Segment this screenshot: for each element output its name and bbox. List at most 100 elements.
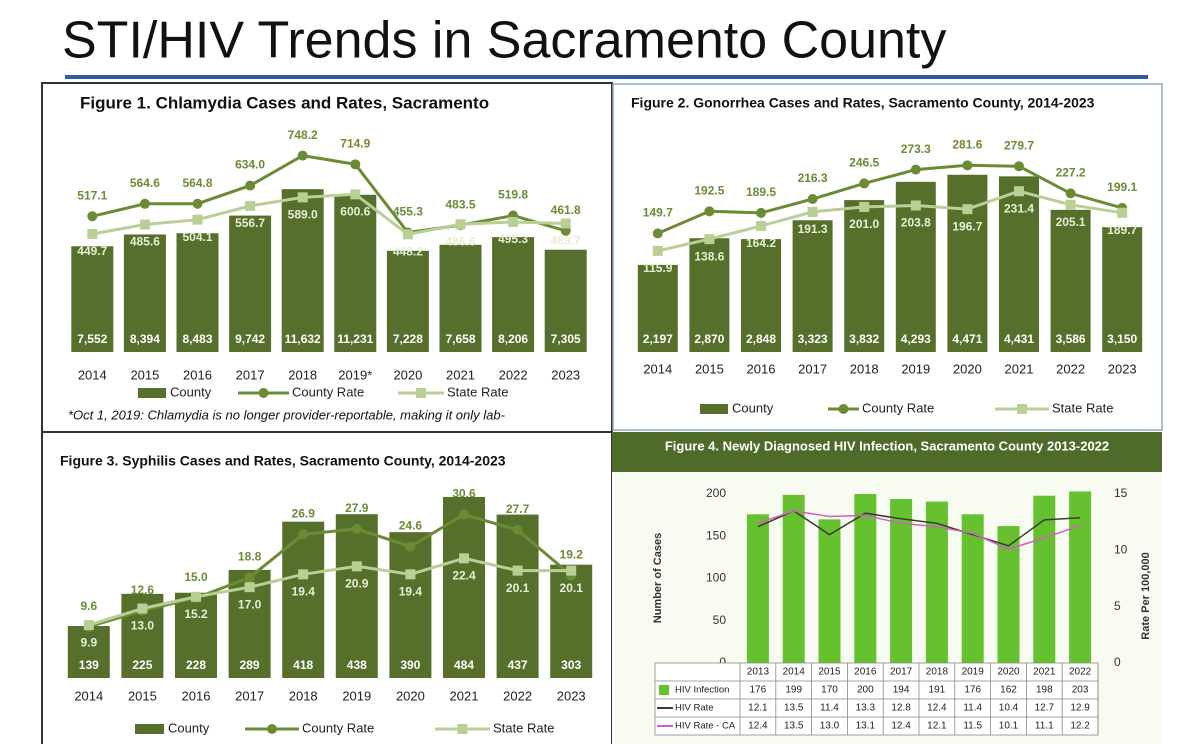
bar bbox=[496, 514, 539, 678]
y2-tick-label: 5 bbox=[1114, 599, 1121, 613]
x-tick-label: 2023 bbox=[551, 367, 580, 382]
table-value: 12.2 bbox=[1070, 721, 1090, 732]
bar bbox=[947, 174, 988, 352]
table-value: 10.4 bbox=[999, 703, 1019, 714]
bar-value-label: 225 bbox=[132, 658, 152, 672]
line-value-label: 20.1 bbox=[560, 581, 584, 595]
legend-marker bbox=[1017, 404, 1027, 414]
line-value-label: 564.8 bbox=[182, 176, 212, 190]
x-tick-label: 2015 bbox=[130, 367, 159, 382]
line-value-label: 9.9 bbox=[80, 635, 97, 649]
line-marker bbox=[1065, 199, 1076, 210]
x-tick-label: 2016 bbox=[747, 361, 776, 376]
x-tick-label: 2020 bbox=[393, 367, 422, 382]
bar-value-label: 9,742 bbox=[235, 332, 265, 346]
legend-marker bbox=[457, 724, 468, 734]
bar-value-label: 11,231 bbox=[337, 332, 373, 346]
table-value: 12.1 bbox=[748, 703, 768, 714]
line-marker bbox=[298, 569, 309, 580]
line-value-label: 196.7 bbox=[952, 219, 982, 233]
bar bbox=[175, 592, 217, 678]
bar-value-label: 2,848 bbox=[746, 332, 776, 346]
line-marker bbox=[139, 198, 150, 209]
line-marker bbox=[192, 214, 203, 225]
legend-swatch bbox=[135, 724, 164, 734]
table-value: 162 bbox=[1000, 685, 1017, 696]
line-marker bbox=[1014, 161, 1024, 172]
bar bbox=[492, 237, 535, 352]
line-marker bbox=[512, 565, 523, 576]
line-value-label: 149.7 bbox=[643, 206, 673, 220]
table-value: 11.4 bbox=[820, 703, 839, 714]
bar-value-label: 8,483 bbox=[182, 332, 212, 346]
y2-tick-label: 0 bbox=[1114, 655, 1121, 669]
x-tick-label: 2016 bbox=[854, 667, 877, 678]
line-value-label: 22.4 bbox=[452, 568, 476, 582]
line-marker bbox=[297, 192, 308, 203]
bar-value-label: 3,150 bbox=[1107, 332, 1137, 346]
x-tick-label: 2022 bbox=[503, 688, 532, 703]
line-value-label: 30.6 bbox=[452, 487, 476, 501]
line-marker bbox=[191, 591, 201, 602]
x-tick-label: 2019 bbox=[342, 688, 371, 703]
line-marker bbox=[807, 194, 818, 205]
line-marker bbox=[87, 228, 98, 239]
legend-swatch bbox=[659, 685, 669, 695]
line-value-label: 246.5 bbox=[849, 156, 879, 170]
line-value-label: 20.9 bbox=[345, 577, 369, 591]
bar bbox=[925, 501, 948, 663]
table-value: 13.1 bbox=[856, 721, 876, 732]
bar-value-label: 3,323 bbox=[798, 332, 828, 346]
line-value-label: 18.8 bbox=[238, 550, 262, 564]
x-tick-label: 2019 bbox=[962, 667, 985, 678]
bar-value-label: 437 bbox=[508, 658, 528, 672]
line-marker bbox=[756, 220, 766, 231]
legend-marker bbox=[838, 404, 849, 414]
bar-value-label: 11,632 bbox=[285, 332, 321, 346]
line bbox=[757, 510, 1081, 547]
line-marker bbox=[459, 509, 469, 520]
line-value-label: 483.5 bbox=[445, 197, 475, 211]
line-marker bbox=[859, 201, 870, 212]
x-tick-label: 2022 bbox=[1069, 667, 1092, 678]
bar bbox=[997, 526, 1020, 663]
line-marker bbox=[137, 603, 148, 614]
table-value: 203 bbox=[1072, 685, 1089, 696]
bar bbox=[334, 194, 377, 352]
line-value-label: 12.6 bbox=[131, 583, 155, 597]
line-value-label: 24.6 bbox=[399, 519, 423, 533]
line-value-label: 27.7 bbox=[506, 502, 530, 516]
line-marker bbox=[455, 219, 466, 230]
panel-4-header bbox=[612, 432, 1162, 472]
y-tick-label: 50 bbox=[713, 613, 727, 627]
line-value-label: 13.0 bbox=[131, 619, 155, 633]
line-value-label: 15.0 bbox=[184, 570, 208, 584]
line-value-label: 748.2 bbox=[288, 128, 318, 142]
line-value-label: 489.7 bbox=[551, 234, 581, 248]
line-value-label: 138.6 bbox=[694, 249, 724, 263]
x-tick-label: 2015 bbox=[818, 667, 841, 678]
line-marker bbox=[910, 200, 921, 211]
line-value-label: 203.8 bbox=[901, 216, 931, 230]
line-value-label: 449.7 bbox=[77, 244, 107, 258]
table-value: 12.8 bbox=[891, 703, 911, 714]
bar-value-label: 4,431 bbox=[1004, 332, 1034, 346]
page-title: STI/HIV Trends in Sacramento County bbox=[62, 12, 946, 70]
line-value-label: 279.7 bbox=[1004, 138, 1034, 152]
line-marker bbox=[83, 620, 94, 631]
line-value-label: 216.3 bbox=[798, 171, 828, 185]
bar bbox=[961, 514, 984, 663]
x-tick-label: 2021 bbox=[1033, 667, 1056, 678]
bar-value-label: 390 bbox=[400, 658, 420, 672]
table-value: 198 bbox=[1036, 685, 1053, 696]
line-marker bbox=[508, 216, 519, 227]
line-value-label: 9.6 bbox=[80, 599, 97, 613]
legend-marker bbox=[416, 388, 426, 398]
legend-marker bbox=[267, 724, 277, 734]
line-value-label: 589.0 bbox=[288, 208, 318, 222]
bar-value-label: 8,206 bbox=[498, 332, 528, 346]
bar-value-label: 7,658 bbox=[445, 332, 475, 346]
table-value: 11.1 bbox=[1035, 721, 1054, 732]
line-value-label: 486.6 bbox=[445, 234, 475, 248]
x-tick-label: 2013 bbox=[747, 667, 770, 678]
